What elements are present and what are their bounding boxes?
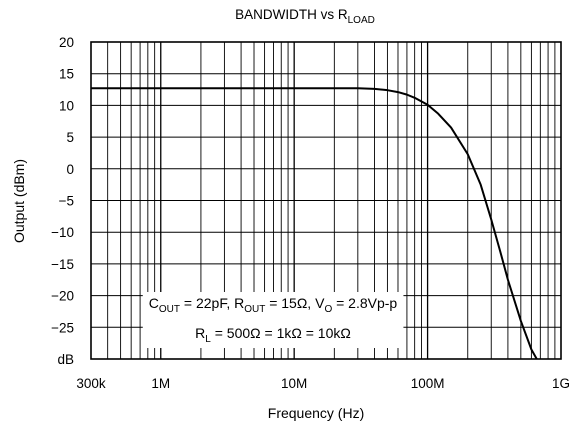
y-tick-label: dB — [57, 352, 74, 367]
curve-layer — [91, 87, 538, 359]
annotation-line-2: RL = 500Ω = 1kΩ = 10kΩ — [195, 325, 351, 345]
y-tick-label: −15 — [51, 257, 74, 272]
annotation-subscript: L — [205, 334, 211, 345]
annotation-subscript: OUT — [159, 304, 180, 315]
y-tick-label: 20 — [59, 35, 74, 50]
annotation-background — [142, 292, 404, 348]
annotation-subscript: O — [324, 304, 332, 315]
x-tick-label: 1G — [552, 376, 570, 391]
annotation-text: R — [195, 325, 205, 341]
response-curve — [91, 87, 538, 359]
y-tick-label: −20 — [51, 289, 74, 304]
x-tick-label: 100M — [411, 376, 445, 391]
y-tick-labels: 20 15 10 5 0 −5 −10 −15 −20 −25 dB — [51, 35, 74, 367]
y-tick-label: 10 — [59, 98, 74, 113]
annotation-line-1: COUT = 22pF, ROUT = 15Ω, VO = 2.8Vp-p — [149, 295, 398, 315]
y-tick-label: −25 — [51, 320, 74, 335]
y-axis-label: Output (dBm) — [11, 159, 27, 243]
y-tick-label: 5 — [66, 130, 74, 145]
y-tick-label: 0 — [66, 162, 74, 177]
chart-title: BANDWIDTH vs RLOAD — [235, 7, 375, 26]
x-tick-label: 1M — [151, 376, 170, 391]
chart-title-main: BANDWIDTH vs R — [235, 7, 348, 22]
x-axis-label: Frequency (Hz) — [268, 405, 364, 421]
x-tick-labels: 300k 1M 10M 100M 1G — [76, 376, 570, 391]
annotation-text: C — [149, 295, 159, 311]
annotation-subscript: OUT — [244, 304, 265, 315]
annotation-text: = 500Ω = 1kΩ = 10kΩ — [211, 325, 351, 341]
plot-frame — [90, 41, 562, 360]
annotation-text: = 15Ω, V — [265, 295, 325, 311]
y-tick-label: 15 — [59, 67, 74, 82]
x-tick-label: 10M — [281, 376, 307, 391]
annotation-text: = 22pF, R — [180, 295, 244, 311]
chart-title-subscript: LOAD — [348, 15, 375, 26]
x-tick-label: 300k — [76, 376, 106, 391]
y-tick-label: −5 — [59, 194, 74, 209]
annotation-text: = 2.8Vp-p — [332, 295, 397, 311]
y-tick-label: −10 — [51, 225, 74, 240]
